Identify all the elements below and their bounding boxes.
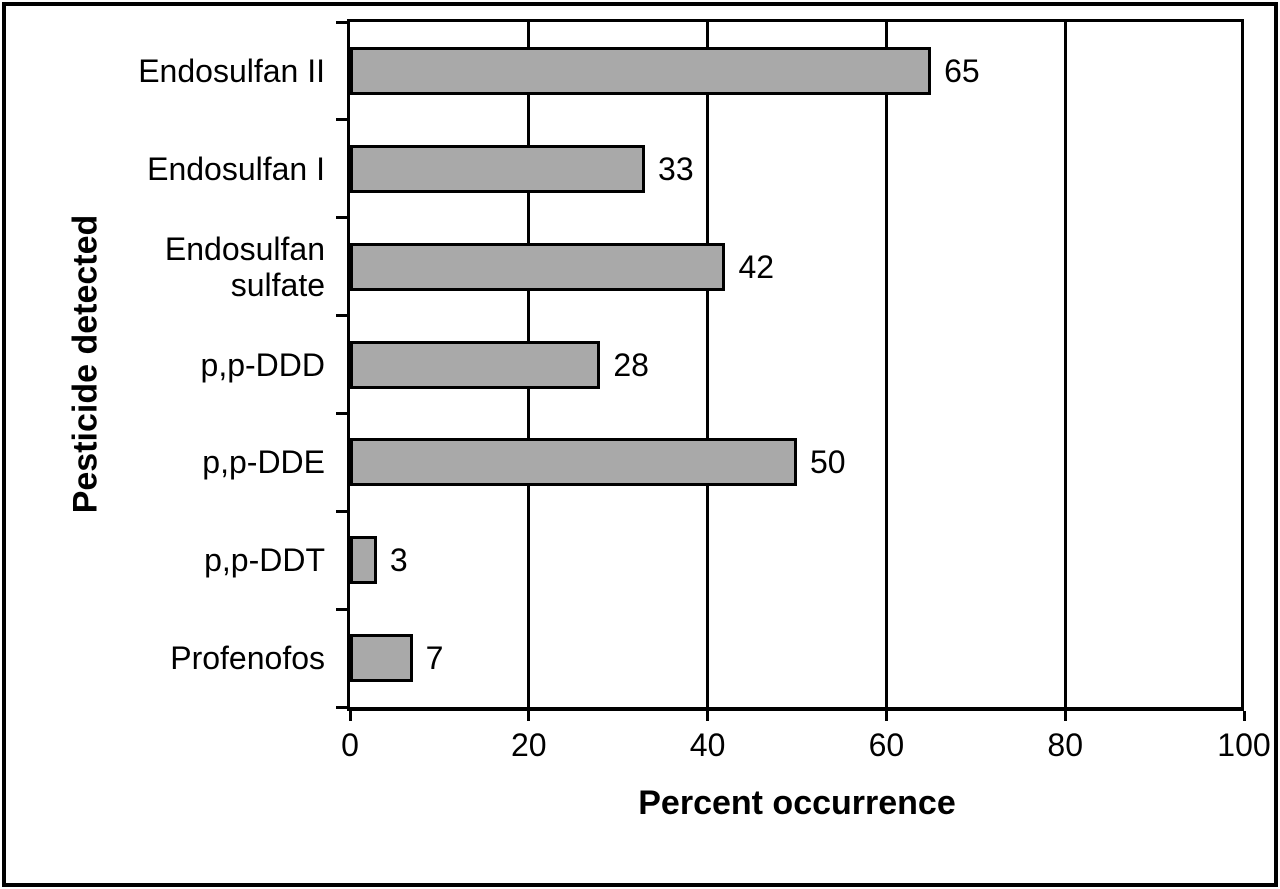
category-label-p-p-ddd: p,p-DDD	[200, 346, 325, 383]
y-axis-tick	[336, 509, 350, 513]
gridline-x-80	[1063, 22, 1067, 707]
bar-endosulfan-ii	[350, 46, 932, 95]
x-axis-tick-20	[527, 711, 531, 721]
x-tick-label-60: 60	[868, 727, 905, 763]
x-axis-tick-0	[348, 711, 352, 721]
y-axis-tick	[336, 607, 350, 611]
x-axis-tick-40	[706, 711, 710, 721]
bar-p-p-ddd	[350, 340, 601, 389]
bar-value-p-p-ddt: 3	[389, 542, 408, 579]
x-axis-tick-100	[1242, 711, 1246, 721]
x-tick-label-20: 20	[511, 727, 547, 763]
plot-area: 65 33 42 28 50 3 7	[347, 19, 1244, 711]
gridline-x-40	[706, 22, 710, 707]
y-axis-tick	[336, 216, 350, 220]
x-axis-title: Percent occurrence	[638, 784, 956, 822]
bar-p-p-dde	[350, 438, 797, 487]
bar-value-endosulfan-i: 33	[658, 150, 694, 187]
y-axis-tick	[336, 705, 350, 709]
y-axis-tick	[336, 314, 350, 318]
bar-value-p-p-ddd: 28	[613, 346, 649, 383]
bar-value-p-p-dde: 50	[810, 444, 846, 481]
x-axis-tick-60	[884, 711, 888, 721]
x-tick-label-40: 40	[689, 727, 726, 763]
bar-value-endosulfan-ii: 65	[944, 52, 980, 89]
x-tick-label-0: 0	[341, 727, 359, 763]
gridline-x-60	[884, 22, 888, 707]
bar-endosulfan-i	[350, 144, 646, 193]
bar-value-profenofos: 7	[425, 640, 444, 677]
bar-p-p-ddt	[350, 536, 377, 585]
bar-value-endosulfan-sulfate: 42	[738, 248, 775, 285]
y-axis-tick	[336, 118, 350, 122]
bar-endosulfan-sulfate	[350, 242, 726, 291]
category-label-endosulfan-sulfate: Endosulfan sulfate	[164, 230, 325, 303]
category-label-p-p-dde: p,p-DDE	[202, 444, 325, 481]
y-axis-tick	[336, 20, 350, 24]
x-tick-label-100: 100	[1217, 727, 1271, 763]
x-axis-tick-80	[1063, 711, 1067, 721]
x-tick-label-80: 80	[1047, 727, 1083, 763]
y-axis-tick	[336, 411, 350, 415]
category-label-endosulfan-i: Endosulfan I	[147, 150, 325, 187]
gridline-x-100	[1241, 22, 1244, 707]
category-label-p-p-ddt: p,p-DDT	[204, 542, 325, 579]
category-label-endosulfan-ii: Endosulfan II	[138, 52, 325, 89]
category-label-profenofos: Profenofos	[170, 640, 325, 677]
bar-profenofos	[350, 634, 413, 683]
